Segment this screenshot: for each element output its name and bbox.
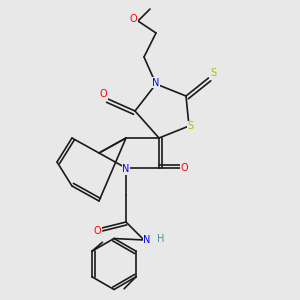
Text: O: O [181, 163, 188, 173]
Text: O: O [94, 226, 101, 236]
Text: O: O [130, 14, 137, 25]
Text: N: N [122, 164, 130, 175]
Text: H: H [157, 233, 164, 244]
Text: N: N [143, 235, 151, 245]
Text: N: N [152, 77, 160, 88]
Text: S: S [188, 121, 194, 131]
Text: S: S [210, 68, 216, 79]
Text: O: O [100, 89, 107, 100]
